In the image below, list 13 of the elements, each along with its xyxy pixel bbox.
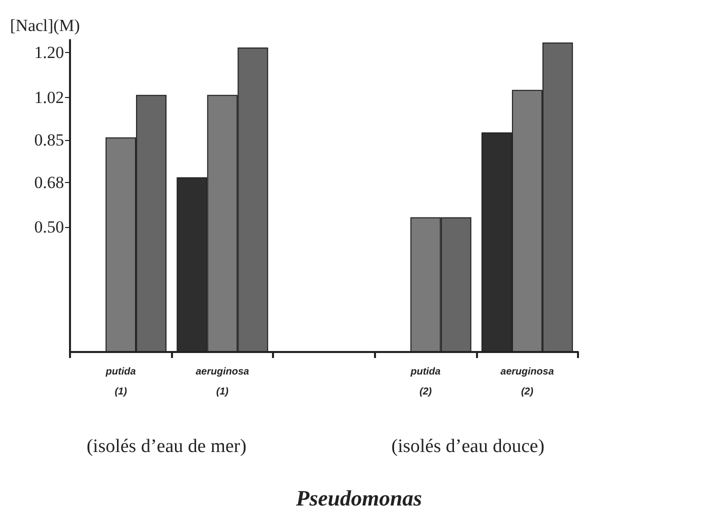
x-tick-label: putida (1) bbox=[104, 366, 136, 398]
y-tick-label: 0.85 bbox=[34, 130, 64, 150]
text: (isolés d’eau douce) bbox=[391, 436, 544, 457]
y-tick-label: 1.20 bbox=[34, 42, 64, 62]
y-tick-label: 1.02 bbox=[34, 88, 64, 107]
x-tick-label: aeruginosa (2) bbox=[500, 366, 554, 398]
y-tick-label: 0.50 bbox=[34, 218, 64, 237]
x-tick-label: putida (2) bbox=[410, 366, 442, 398]
y-axis-title: [Nacl](M) bbox=[10, 16, 80, 35]
x-tick-label: aeruginosa (1) bbox=[196, 366, 250, 398]
y-tick-label: 0.68 bbox=[34, 172, 64, 192]
text: (isolés d’eau de mer) bbox=[86, 436, 246, 457]
text: Pseudomonas bbox=[295, 486, 422, 510]
